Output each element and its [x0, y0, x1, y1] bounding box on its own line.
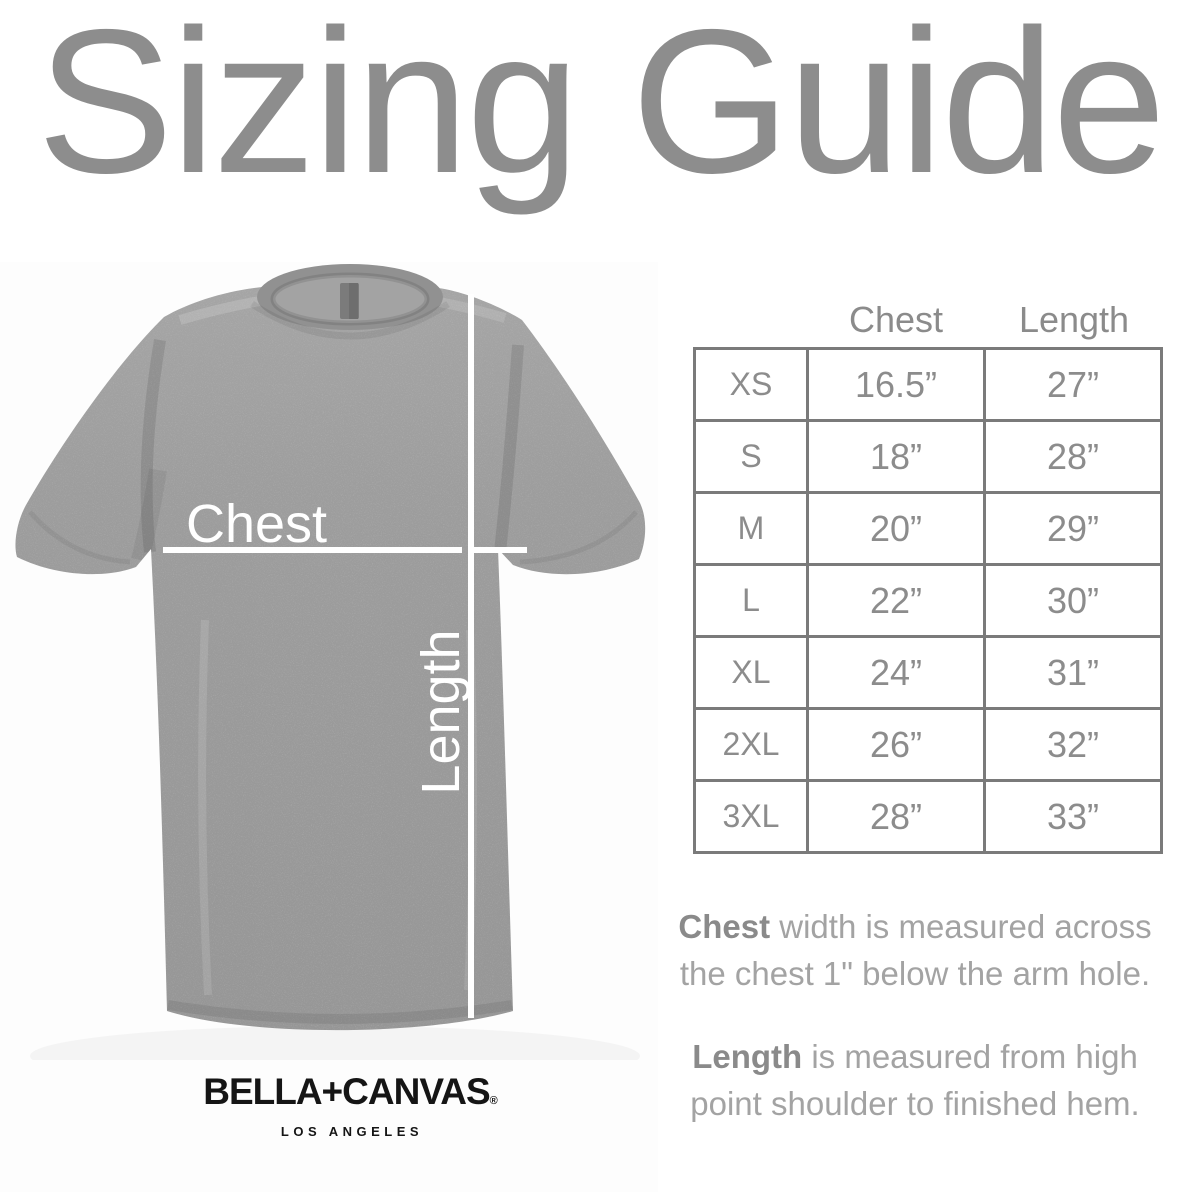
chest-cell: 22” — [809, 566, 983, 635]
length-cell: 27” — [986, 350, 1160, 419]
size-cell: 2XL — [696, 710, 806, 779]
collar-seam — [250, 301, 450, 340]
brand-wordmark: BELLA+CANVAS® — [200, 1072, 500, 1121]
length-measure-line — [468, 294, 474, 1018]
chest-note-text: width is measured across — [770, 908, 1152, 945]
fabric-noise-dark — [0, 250, 660, 1060]
chest-cell: 18” — [809, 422, 983, 491]
chest-measure-label: Chest — [186, 494, 328, 554]
size-cell: S — [696, 422, 806, 491]
size-cell: 3XL — [696, 782, 806, 851]
chest-note: Chest width is measured across the chest… — [675, 903, 1155, 997]
size-table-headers: Chest Length — [807, 300, 1163, 340]
chest-cell: 24” — [809, 638, 983, 707]
chest-note-line2: the chest 1" below the arm hole. — [679, 955, 1151, 992]
chest-cell: 20” — [809, 494, 983, 563]
size-cell: L — [696, 566, 806, 635]
collar — [250, 264, 450, 340]
brand-wordmark-text: BELLA+CANVAS — [203, 1071, 490, 1112]
length-cell: 32” — [986, 710, 1160, 779]
chest-cell: 26” — [809, 710, 983, 779]
length-note-line2: point shoulder to finished hem. — [690, 1085, 1140, 1122]
chest-measure-line-right — [474, 547, 527, 553]
chest-measure-line — [163, 547, 462, 553]
neck-tag-shadow — [349, 283, 358, 319]
page-title: Sizing Guide — [36, 0, 1166, 216]
measurement-notes: Chest width is measured across the chest… — [675, 903, 1155, 1127]
ground-shadow — [30, 1026, 640, 1060]
size-cell: XS — [696, 350, 806, 419]
tshirt-illustration — [0, 250, 660, 1060]
length-note: Length is measured from high point shoul… — [675, 1033, 1155, 1127]
collar-inner-shadow — [270, 272, 430, 326]
brand-logo: BELLA+CANVAS® LOS ANGELES — [200, 1072, 500, 1140]
length-cell: 29” — [986, 494, 1160, 563]
chest-note-lead: Chest — [678, 908, 771, 945]
length-cell: 28” — [986, 422, 1160, 491]
length-cell: 30” — [986, 566, 1160, 635]
chest-column-header: Chest — [848, 299, 944, 340]
size-table: XS 16.5” 27” S 18” 28” M 20” 29” L 22” 3… — [693, 347, 1163, 854]
size-cell: XL — [696, 638, 806, 707]
length-cell: 31” — [986, 638, 1160, 707]
size-cell: M — [696, 494, 806, 563]
chest-cell: 16.5” — [809, 350, 983, 419]
chest-cell: 28” — [809, 782, 983, 851]
length-measure-label: Length — [411, 629, 471, 795]
registered-mark: ® — [489, 1095, 498, 1107]
length-column-header: Length — [1018, 299, 1130, 340]
brand-tagline: LOS ANGELES — [280, 1124, 424, 1139]
length-note-lead: Length — [692, 1038, 803, 1075]
length-cell: 33” — [986, 782, 1160, 851]
length-note-text: is measured from high — [802, 1038, 1138, 1075]
